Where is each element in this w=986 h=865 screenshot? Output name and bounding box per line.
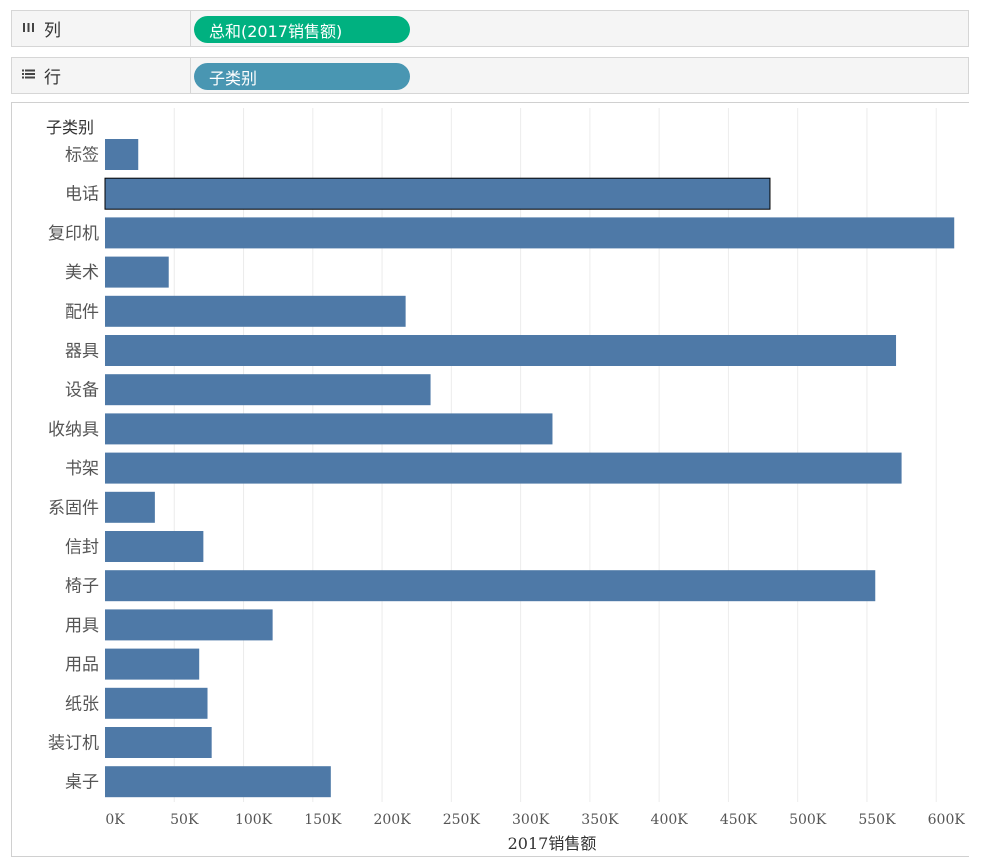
category-label: 配件	[65, 302, 99, 322]
x-tick-label: 400K	[651, 812, 689, 828]
category-label: 椅子	[65, 577, 99, 597]
columns-shelf-label: 列	[12, 11, 191, 46]
rows-label: 行	[44, 68, 61, 88]
x-tick-label: 200K	[373, 812, 411, 828]
y-axis-title: 子类别	[46, 118, 94, 137]
bar[interactable]	[105, 139, 139, 170]
columns-shelf[interactable]: 列 总和(2017销售额)	[11, 10, 969, 47]
x-tick-label: 50K	[170, 812, 199, 828]
x-tick-label: 500K	[789, 812, 827, 828]
category-label: 桌子	[65, 773, 99, 793]
x-tick-label: 450K	[720, 812, 758, 828]
bar[interactable]	[105, 531, 204, 562]
rows-shelf-label: 行	[12, 58, 191, 93]
category-label: 标签	[65, 146, 99, 166]
x-tick-label: 300K	[512, 812, 550, 828]
bar[interactable]	[105, 374, 431, 406]
bar[interactable]	[105, 452, 902, 484]
columns-icon	[21, 21, 35, 37]
bar[interactable]	[105, 295, 406, 327]
bar[interactable]	[104, 177, 771, 210]
x-tick-label: 250K	[443, 812, 481, 828]
x-tick-label: 550K	[858, 812, 896, 828]
category-label: 复印机	[48, 224, 99, 244]
rows-shelf[interactable]: 行 子类别	[11, 57, 969, 94]
category-label: 信封	[65, 538, 99, 558]
bar[interactable]	[105, 648, 200, 680]
bar[interactable]	[105, 609, 273, 641]
category-label: 电话	[65, 185, 99, 205]
x-tick-label: 350K	[581, 812, 619, 828]
category-label: 收纳具	[48, 420, 99, 440]
category-label: 装订机	[48, 734, 99, 754]
rows-pill[interactable]: 子类别	[194, 63, 410, 90]
x-axis-title: 2017销售额	[508, 834, 597, 853]
category-label: 用品	[65, 655, 99, 675]
category-label: 系固件	[48, 498, 99, 518]
bar[interactable]	[105, 217, 955, 249]
x-tick-label: 150K	[304, 812, 342, 828]
category-label: 用具	[65, 616, 99, 636]
bar[interactable]	[105, 256, 169, 288]
category-label: 书架	[65, 459, 99, 479]
columns-label: 列	[44, 21, 61, 41]
bar[interactable]	[105, 687, 208, 719]
category-label: 设备	[65, 381, 99, 401]
bar[interactable]	[105, 727, 212, 758]
x-tick-label: 600K	[928, 812, 966, 828]
category-label: 美术	[65, 263, 99, 283]
x-tick-label: 0K	[105, 812, 125, 828]
columns-pill[interactable]: 总和(2017销售额)	[194, 16, 410, 43]
bar[interactable]	[105, 413, 553, 445]
x-tick-label: 100K	[235, 812, 273, 828]
bar[interactable]	[105, 766, 331, 798]
category-label: 器具	[65, 342, 99, 362]
rows-icon	[21, 68, 35, 84]
bar[interactable]	[105, 570, 876, 602]
category-label: 纸张	[65, 694, 99, 714]
bar[interactable]	[105, 335, 897, 366]
bar[interactable]	[105, 491, 155, 523]
